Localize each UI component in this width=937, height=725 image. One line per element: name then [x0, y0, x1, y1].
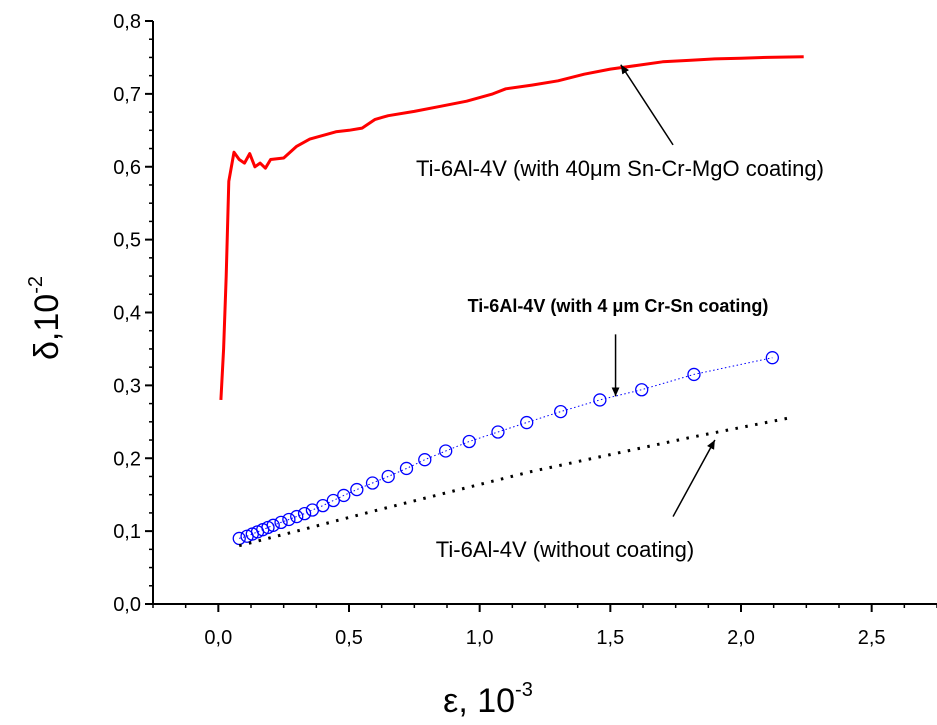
series-1: [219, 55, 804, 400]
y-tick-label: 0,8: [113, 11, 141, 33]
x-tick-label: 1,0: [466, 627, 494, 649]
y-axis-title-text: δ,10: [28, 294, 66, 360]
series-line: [238, 416, 789, 548]
y-tick-label: 0,2: [113, 448, 141, 470]
series-point: [282, 512, 296, 527]
series-point: [462, 434, 476, 449]
annotation-label: Ti-6Al-4V (with 4 μm Cr-Sn coating): [468, 296, 769, 316]
series-point: [337, 488, 351, 503]
series-point: [399, 461, 414, 476]
series-2: [232, 351, 780, 546]
x-axis-exponent: -3: [515, 679, 533, 701]
series-point: [418, 453, 432, 467]
series-point: [439, 444, 453, 458]
annotation-arrow: [620, 64, 674, 146]
x-axis-title-text: ε, 10: [443, 682, 515, 720]
annotation-layer: Ti-6Al-4V (with 40μm Sn-Cr-MgO coating) T…: [416, 64, 824, 562]
series-line: [239, 357, 773, 539]
y-tick-label: 0,1: [113, 521, 141, 543]
series-point: [297, 506, 312, 521]
series-point: [765, 351, 780, 365]
annotation-arrow: [672, 439, 716, 517]
x-tick-label: 1,5: [596, 627, 624, 649]
y-tick-label: 0,5: [113, 230, 141, 252]
series-3: [238, 416, 789, 548]
series-line: [219, 55, 804, 400]
x-tick-label: 0,0: [204, 627, 232, 649]
series-point: [687, 367, 701, 382]
series-layer: [219, 55, 804, 548]
series-point: [326, 493, 340, 508]
series-point: [554, 404, 568, 419]
series-point: [350, 482, 364, 497]
y-tick-label: 0,4: [113, 303, 141, 325]
y-axis-title: δ,10-2: [25, 276, 66, 360]
series-point: [491, 425, 505, 439]
series-point: [274, 515, 288, 530]
series-point: [316, 498, 330, 513]
annotation-label: Ti-6Al-4V (without coating): [436, 537, 694, 562]
annotation-label: Ti-6Al-4V (with 40μm Sn-Cr-MgO coating): [416, 156, 824, 181]
x-tick-label: 0,5: [335, 627, 363, 649]
series-point: [266, 518, 280, 532]
series-point: [365, 476, 380, 490]
series-point: [520, 415, 534, 430]
y-axis-exponent: -2: [25, 276, 47, 294]
axes: 0,0 0,1 0,2 0,3 0,4 0,5 0,6 0,7 0,8 0,0 0,5 1,0 1,5 2…: [113, 11, 937, 649]
x-axis-title: ε, 10-3: [443, 679, 533, 720]
x-tick-label: 2,0: [727, 627, 755, 649]
y-tick-label: 0,7: [113, 84, 141, 106]
y-tick-label: 0,0: [113, 594, 141, 616]
series-point: [635, 383, 649, 397]
y-tick-label: 0,6: [113, 157, 141, 179]
series-point: [381, 469, 395, 484]
x-tick-label: 2,5: [858, 627, 886, 649]
series-point: [290, 509, 304, 524]
series-point: [593, 393, 607, 407]
y-tick-label: 0,3: [113, 375, 141, 397]
